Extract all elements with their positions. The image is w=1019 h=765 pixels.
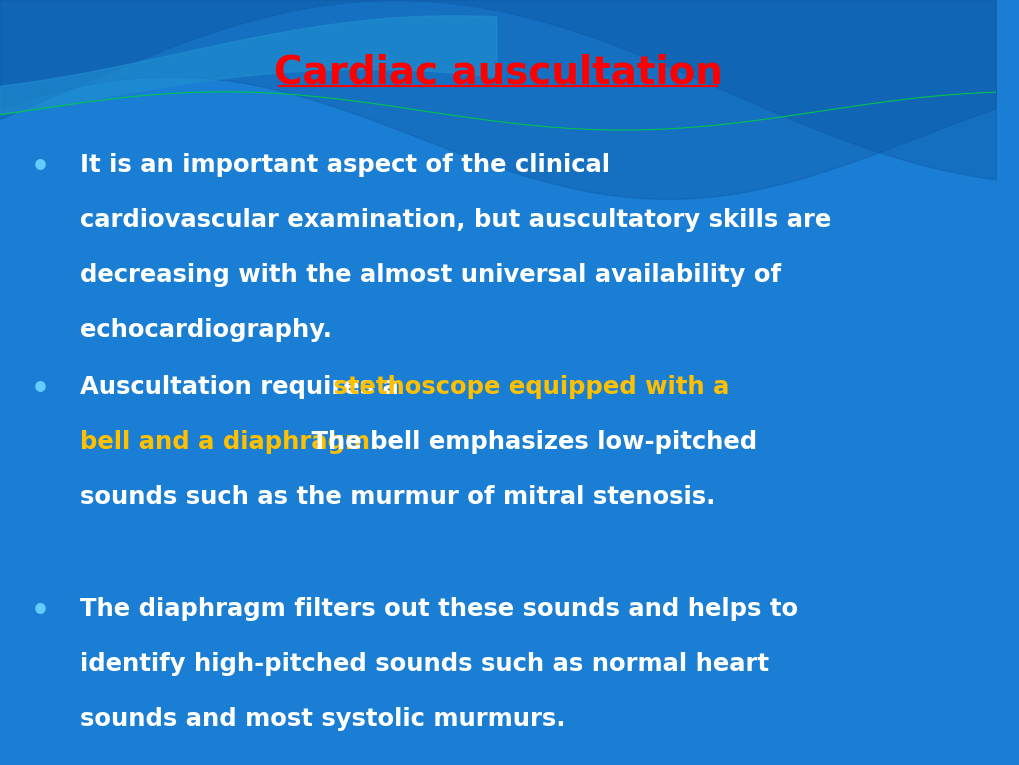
Text: stethoscope equipped with a: stethoscope equipped with a (324, 375, 729, 399)
Text: bell and a diaphragm.: bell and a diaphragm. (79, 430, 379, 454)
Text: decreasing with the almost universal availability of: decreasing with the almost universal ava… (79, 263, 780, 287)
Text: Cardiac auscultation: Cardiac auscultation (273, 54, 721, 92)
Text: •: • (31, 375, 49, 404)
Text: •: • (31, 597, 49, 626)
Text: cardiovascular examination, but auscultatory skills are: cardiovascular examination, but ausculta… (79, 208, 830, 232)
Text: Auscultation requires a: Auscultation requires a (79, 375, 398, 399)
Text: echocardiography.: echocardiography. (79, 318, 331, 342)
Text: It is an important aspect of the clinical: It is an important aspect of the clinica… (79, 153, 609, 177)
Text: •: • (31, 153, 49, 182)
Text: sounds such as the murmur of mitral stenosis.: sounds such as the murmur of mitral sten… (79, 485, 714, 509)
Text: sounds and most systolic murmurs.: sounds and most systolic murmurs. (79, 707, 565, 731)
Text: identify high-pitched sounds such as normal heart: identify high-pitched sounds such as nor… (79, 652, 768, 675)
Text: The diaphragm filters out these sounds and helps to: The diaphragm filters out these sounds a… (79, 597, 797, 620)
Text: The bell emphasizes low-pitched: The bell emphasizes low-pitched (304, 430, 757, 454)
